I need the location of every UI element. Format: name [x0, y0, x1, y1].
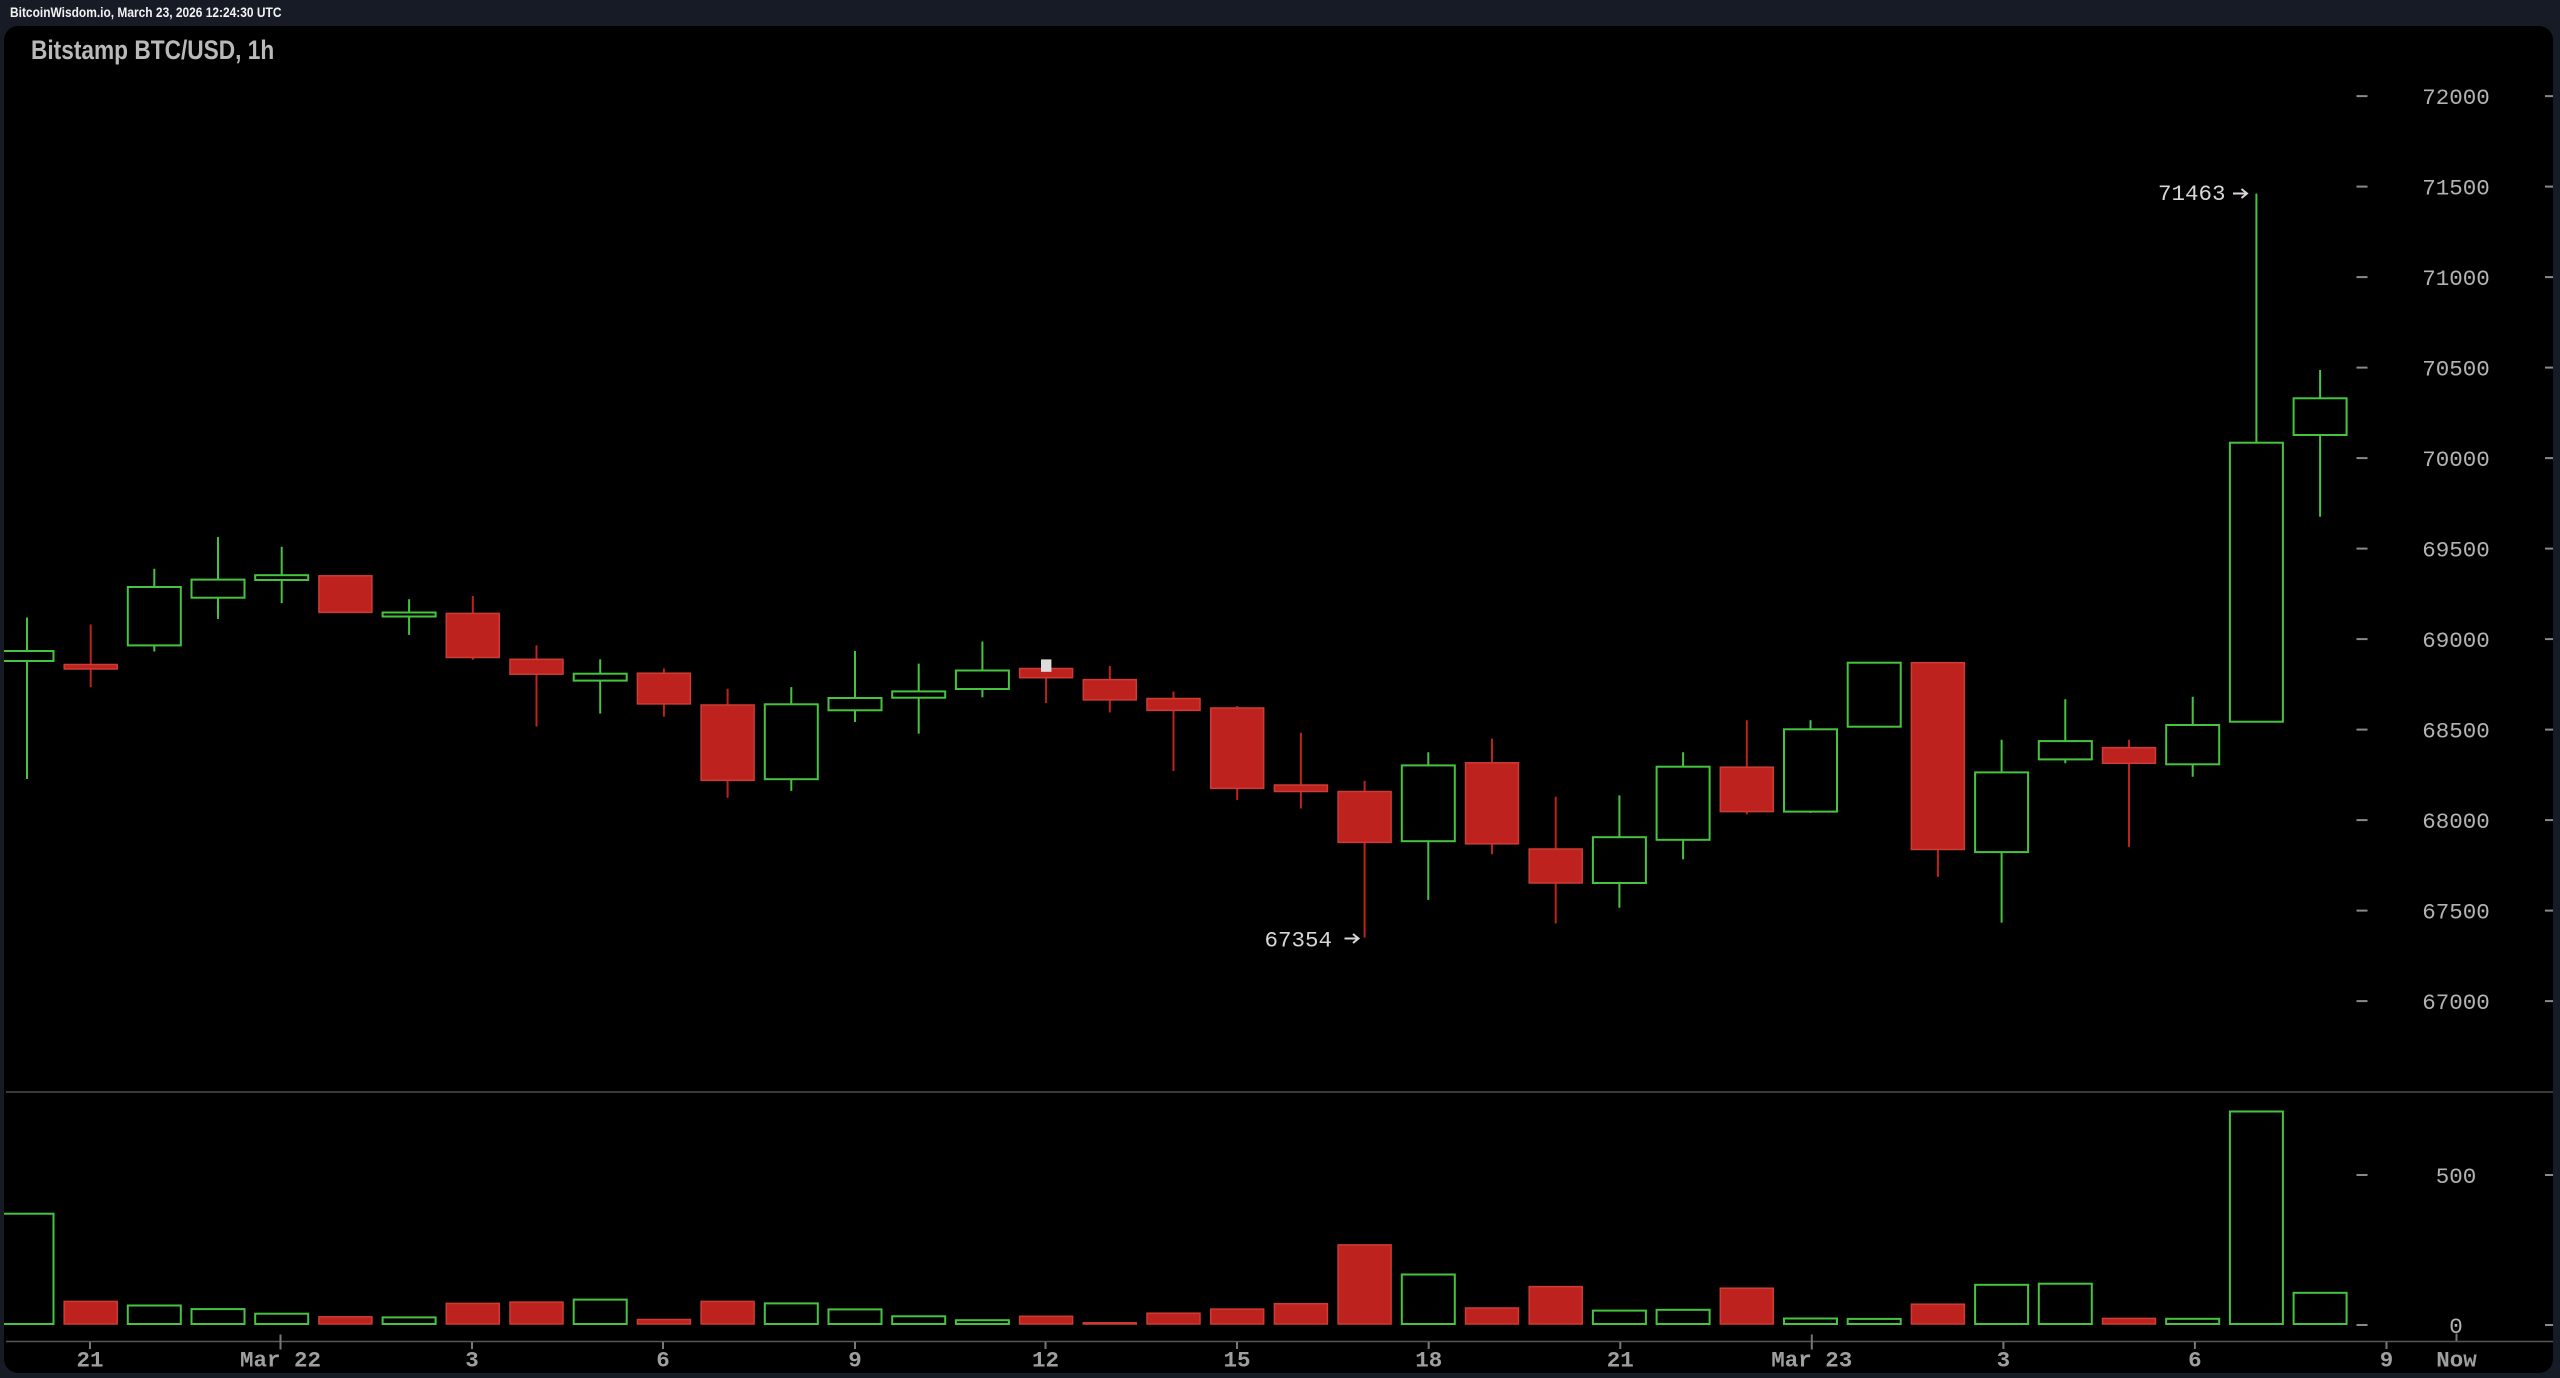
svg-text:71000: 71000 [2422, 266, 2490, 292]
svg-text:500: 500 [2436, 1164, 2477, 1190]
svg-text:68000: 68000 [2422, 809, 2490, 835]
svg-text:69000: 69000 [2422, 628, 2490, 654]
svg-text:6: 6 [2188, 1348, 2202, 1374]
svg-text:70000: 70000 [2422, 447, 2490, 473]
svg-text:Now: Now [2436, 1348, 2477, 1374]
svg-text:67354: 67354 [1265, 928, 1333, 954]
svg-text:70500: 70500 [2422, 357, 2490, 383]
svg-text:67500: 67500 [2422, 900, 2490, 926]
svg-text:0: 0 [2449, 1314, 2463, 1340]
svg-text:9: 9 [848, 1348, 862, 1374]
svg-text:21: 21 [1607, 1348, 1634, 1374]
svg-text:9: 9 [2380, 1348, 2394, 1374]
svg-text:6: 6 [656, 1348, 670, 1374]
svg-text:3: 3 [465, 1348, 479, 1374]
svg-text:21: 21 [76, 1348, 103, 1374]
svg-text:12: 12 [1032, 1348, 1059, 1374]
svg-text:Mar 22: Mar 22 [240, 1348, 321, 1374]
svg-text:15: 15 [1223, 1348, 1250, 1374]
svg-text:Mar 23: Mar 23 [1771, 1348, 1852, 1374]
svg-text:69500: 69500 [2422, 538, 2490, 564]
svg-text:67000: 67000 [2422, 990, 2490, 1016]
svg-text:3: 3 [1997, 1348, 2011, 1374]
svg-text:72000: 72000 [2422, 85, 2490, 111]
svg-text:18: 18 [1415, 1348, 1442, 1374]
svg-text:71500: 71500 [2422, 176, 2490, 202]
svg-text:68500: 68500 [2422, 719, 2490, 745]
svg-text:71463: 71463 [2158, 181, 2226, 207]
